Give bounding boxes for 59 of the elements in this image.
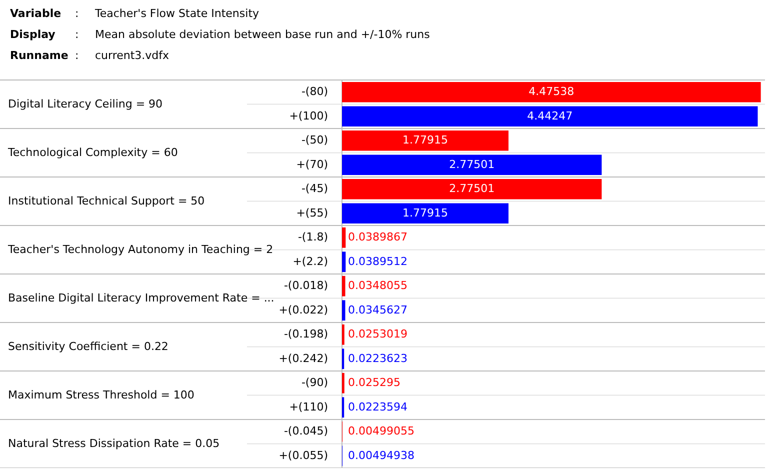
y-tick-label: +(0.055) [278,448,328,462]
data-label: 1.77915 [402,134,448,147]
text: Teacher's Flow State Intensity [94,7,260,20]
text: Display [10,28,56,41]
text: current3.vdfx [95,49,170,62]
text: Institutional Technical Support = 50 [8,194,205,208]
text: Runname [10,49,68,62]
data-label: 1.77915 [402,206,448,220]
text: Technological Complexity = 60 [7,146,178,159]
text: : [75,49,79,62]
bar [342,300,346,321]
data-label: 0.0389512 [348,254,408,268]
text: : [75,28,79,41]
y-tick-label: +(70) [296,158,328,171]
data-label: 0.00494938 [348,448,414,462]
bar [342,106,758,127]
y-tick-label: -(0.045) [284,424,328,438]
text: Digital Literacy Ceiling = 90 [8,97,163,110]
text: Variable [10,7,62,20]
data-label: 0.00499055 [348,424,414,438]
text: Teacher's Technology Autonomy in Teaching = 2 [7,242,274,256]
bar [342,252,346,272]
data-label: 2.77501 [449,182,495,196]
data-label: 0.0253019 [348,328,408,341]
data-label: 0.0345627 [348,303,408,316]
y-tick-label: -(45) [301,182,328,196]
bar [342,178,602,200]
data-label: 0.0389867 [348,230,408,244]
y-tick-label: +(2.2) [292,254,328,268]
text: Mean absolute deviation between base run and +/-10% runs [95,28,430,41]
y-tick-label: +(0.022) [278,303,328,316]
bar [342,130,508,151]
bar [342,227,346,248]
data-label: 0.0348055 [348,279,408,292]
y-tick-label: -(0.198) [284,328,328,341]
data-label: 0.0223623 [348,352,408,365]
data-label: 0.0223594 [348,400,408,414]
data-label: 4.47538 [528,85,574,98]
y-tick-label: +(0.242) [278,352,328,365]
y-tick-label: -(90) [301,376,328,390]
text: Maximum Stress Threshold = 100 [8,388,194,402]
bar [342,203,508,224]
y-tick-label: -(1.8) [298,230,328,244]
data-label: 4.44247 [527,109,573,122]
y-tick-label: +(100) [289,109,328,122]
bar [342,82,761,102]
data-label: 0.025295 [348,376,400,390]
y-tick-label: -(50) [301,134,328,147]
y-tick-label: +(55) [296,206,328,220]
data-label: 2.77501 [449,158,495,171]
bar [342,276,346,296]
bar [342,154,602,176]
text: Natural Stress Dissipation Rate = 0.05 [8,436,220,450]
y-tick-label: +(110) [289,400,328,414]
text: Sensitivity Coefficient = 0.22 [8,340,168,353]
y-tick-label: -(0.018) [284,279,328,292]
text: : [75,7,79,20]
y-tick-label: -(80) [301,85,328,98]
text: Baseline Digital Literacy Improvement Rate = ... [8,291,274,304]
